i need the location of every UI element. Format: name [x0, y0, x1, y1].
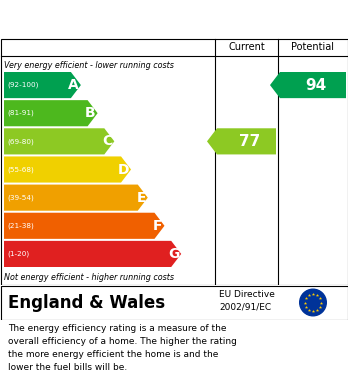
Polygon shape	[270, 72, 346, 98]
Polygon shape	[4, 128, 114, 154]
Text: (69-80): (69-80)	[7, 138, 34, 145]
Text: D: D	[118, 163, 129, 176]
Polygon shape	[4, 185, 148, 211]
Polygon shape	[4, 156, 131, 183]
Circle shape	[300, 289, 326, 316]
Polygon shape	[4, 100, 97, 126]
Polygon shape	[4, 213, 165, 239]
Text: (92-100): (92-100)	[7, 82, 38, 88]
Text: England & Wales: England & Wales	[8, 294, 165, 312]
Text: Very energy efficient - lower running costs: Very energy efficient - lower running co…	[4, 61, 174, 70]
Text: C: C	[102, 135, 112, 148]
Text: (1-20): (1-20)	[7, 251, 29, 257]
Text: The energy efficiency rating is a measure of the
overall efficiency of a home. T: The energy efficiency rating is a measur…	[8, 324, 237, 371]
Text: G: G	[168, 247, 179, 261]
Polygon shape	[4, 72, 81, 98]
Text: (81-91): (81-91)	[7, 110, 34, 117]
Polygon shape	[207, 128, 276, 154]
Text: (55-68): (55-68)	[7, 166, 34, 173]
Text: E: E	[136, 191, 146, 204]
Text: A: A	[68, 78, 79, 92]
Text: (39-54): (39-54)	[7, 194, 34, 201]
Polygon shape	[4, 241, 181, 267]
Text: 77: 77	[239, 134, 260, 149]
Text: Energy Efficiency Rating: Energy Efficiency Rating	[8, 10, 238, 28]
Text: Not energy efficient - higher running costs: Not energy efficient - higher running co…	[4, 273, 174, 282]
Text: 94: 94	[306, 77, 327, 93]
Text: Potential: Potential	[292, 42, 334, 52]
Text: EU Directive
2002/91/EC: EU Directive 2002/91/EC	[219, 291, 275, 311]
Text: B: B	[85, 106, 96, 120]
Text: (21-38): (21-38)	[7, 222, 34, 229]
Text: Current: Current	[228, 42, 265, 52]
Text: F: F	[153, 219, 163, 233]
